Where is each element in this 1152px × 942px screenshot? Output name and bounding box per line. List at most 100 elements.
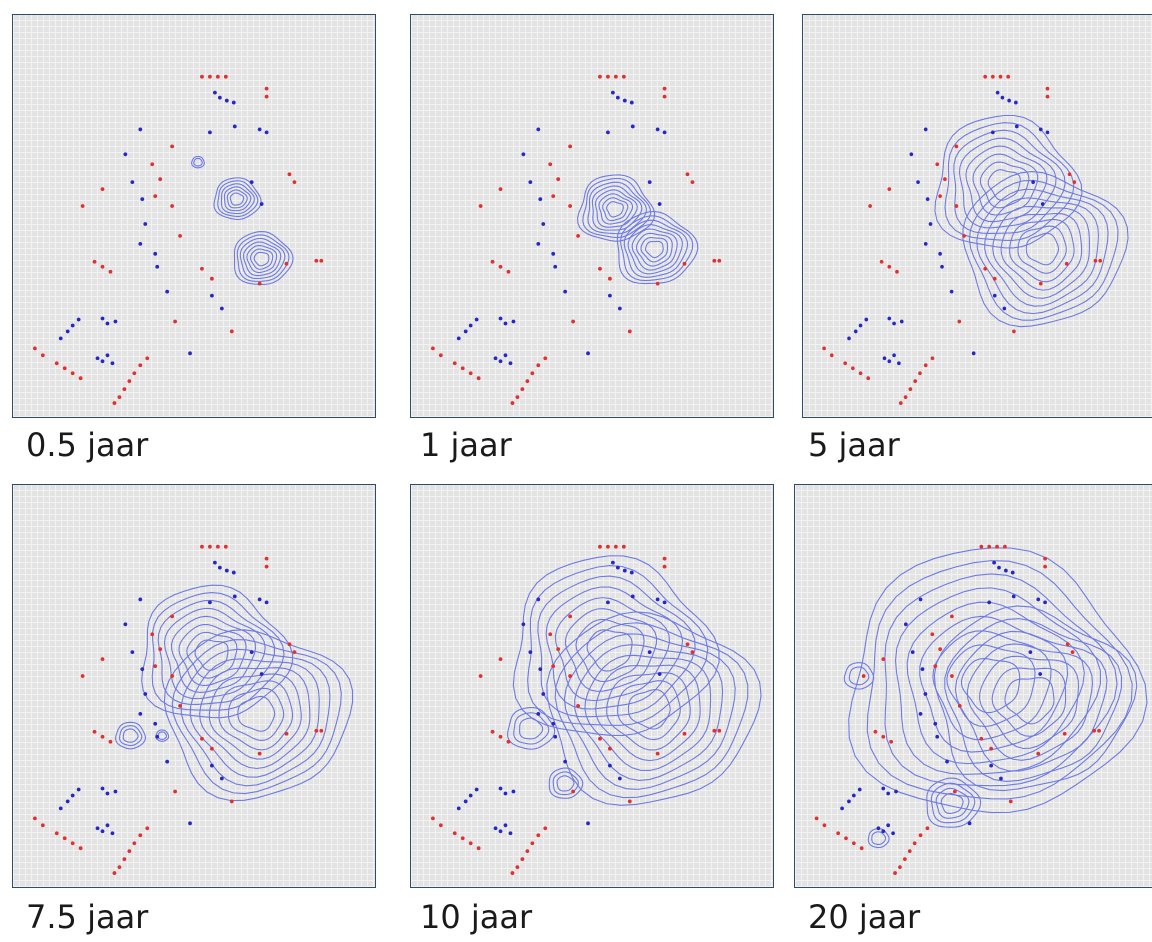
red-point: [686, 172, 690, 176]
red-point: [41, 353, 45, 357]
blue-point: [663, 131, 667, 135]
blue-point: [504, 823, 508, 827]
contour-line: [254, 252, 269, 265]
blue-point: [611, 91, 615, 95]
blue-point: [606, 601, 610, 605]
contour-line: [872, 832, 886, 845]
red-point: [953, 790, 957, 794]
red-point: [285, 732, 289, 736]
red-point: [874, 730, 878, 734]
red-point: [122, 857, 126, 861]
blue-point: [847, 800, 851, 804]
red-point: [170, 674, 174, 678]
blue-point: [208, 601, 212, 605]
blue-point: [165, 290, 169, 294]
blue-point: [840, 807, 844, 811]
red-point: [216, 75, 220, 79]
red-point: [691, 180, 695, 184]
red-point: [170, 204, 174, 208]
red-point: [230, 800, 234, 804]
red-point: [150, 162, 154, 166]
blue-point: [630, 101, 634, 105]
simulation-panel-3: [12, 484, 376, 888]
simulation-panel-5: [794, 484, 1152, 888]
panel-plot: [795, 485, 1152, 887]
blue-point: [114, 790, 118, 794]
blue-point: [536, 242, 540, 246]
red-point: [258, 282, 262, 286]
blue-point: [1031, 180, 1035, 184]
contour-line: [585, 655, 711, 770]
red-point: [138, 833, 142, 837]
red-point: [919, 833, 923, 837]
blue-point: [881, 829, 885, 833]
red-point: [453, 361, 457, 365]
panel-plot: [411, 485, 773, 887]
red-point: [109, 740, 113, 744]
red-point: [551, 194, 555, 198]
red-point: [479, 204, 483, 208]
blue-point: [892, 353, 896, 357]
blue-point: [536, 712, 540, 716]
red-point: [887, 265, 891, 269]
blue-point: [563, 760, 567, 764]
red-point: [1073, 180, 1077, 184]
blue-point: [1036, 598, 1040, 602]
blue-point: [96, 356, 100, 360]
blue-point: [140, 197, 144, 201]
red-point: [904, 395, 908, 399]
blue-point: [611, 561, 615, 565]
contour-line: [221, 184, 254, 214]
blue-point: [504, 353, 508, 357]
red-point: [499, 187, 503, 191]
blue-point: [225, 569, 229, 573]
red-point: [499, 657, 503, 661]
blue-point: [991, 131, 995, 135]
panel-plot: [13, 15, 375, 417]
red-point: [150, 632, 154, 636]
blue-point: [96, 826, 100, 830]
blue-point: [153, 722, 157, 726]
panel-plot: [13, 485, 375, 887]
red-point: [525, 379, 529, 383]
red-point: [958, 704, 962, 708]
simulation-panel-0: [12, 14, 376, 418]
red-point: [477, 376, 481, 380]
blue-point: [140, 667, 144, 671]
blue-point: [509, 831, 513, 835]
blue-point: [464, 800, 468, 804]
red-point: [536, 363, 540, 367]
blue-point: [935, 735, 939, 739]
red-point: [908, 849, 912, 853]
red-point: [511, 871, 515, 875]
contour-line: [187, 632, 237, 678]
blue-point: [260, 202, 264, 206]
blue-point: [220, 307, 224, 311]
red-point: [145, 356, 149, 360]
blue-point-group: [59, 91, 269, 365]
blue-point: [900, 320, 904, 324]
red-point: [1046, 87, 1050, 91]
contour-line: [954, 130, 1065, 233]
blue-point: [911, 650, 915, 654]
blue-point: [886, 792, 890, 796]
blue-point: [1043, 601, 1047, 605]
red-point: [815, 816, 819, 820]
red-point: [208, 75, 212, 79]
blue-point: [1041, 202, 1045, 206]
blue-point: [499, 359, 503, 363]
red-point: [628, 800, 632, 804]
blue-point: [1003, 307, 1007, 311]
red-point: [862, 674, 866, 678]
red-point: [913, 841, 917, 845]
red-point: [893, 871, 897, 875]
contour-line: [123, 729, 138, 742]
panel-label: 1 jaar: [420, 426, 512, 464]
blue-point: [623, 99, 627, 103]
red-point: [477, 846, 481, 850]
red-point: [461, 836, 465, 840]
red-point: [81, 204, 85, 208]
red-point: [979, 737, 983, 741]
panel-label: 7.5 jaar: [26, 898, 148, 936]
red-point: [479, 674, 483, 678]
